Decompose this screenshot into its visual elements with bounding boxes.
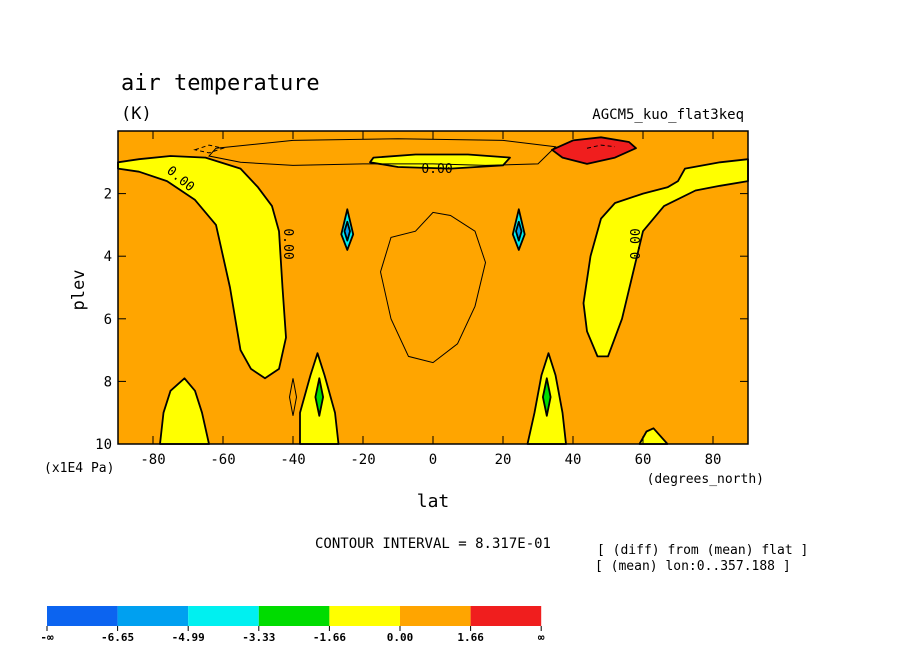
x-tick-label: -60 xyxy=(210,452,235,468)
x-tick-label: -80 xyxy=(140,452,165,468)
legend-level-label: -4.99 xyxy=(172,631,205,644)
legend-swatch xyxy=(400,606,471,626)
x-tick-label: -20 xyxy=(350,452,375,468)
chart-title: air temperature xyxy=(121,71,320,96)
contour-left-small-diamond xyxy=(288,378,298,416)
color-legend: -∞ -6.65 -4.99 -3.33 -1.66 0.00 1.66 ∞ xyxy=(40,606,545,644)
red-top-right xyxy=(551,136,637,165)
y-tick-label: 8 xyxy=(104,374,112,390)
x-tick-label: 80 xyxy=(705,452,722,468)
y-axis-label: plev xyxy=(69,270,89,311)
legend-level-label: -∞ xyxy=(40,631,54,644)
chart-units: (K) xyxy=(121,104,152,124)
blue-left-diamond xyxy=(343,220,351,242)
legend-swatch xyxy=(47,606,118,626)
legend-swatch xyxy=(470,606,542,626)
green-left-spot xyxy=(314,377,325,417)
x-tick-label: 60 xyxy=(635,452,652,468)
contour-center-loop xyxy=(379,211,487,364)
note-line-1: [ (diff) from (mean) flat ] xyxy=(597,543,808,558)
contour-fills xyxy=(117,131,749,445)
note-line-2: [ (mean) lon:0..357.188 ] xyxy=(595,559,791,574)
y-axis-units: (x1E4 Pa) xyxy=(44,461,114,476)
y-tick-label: 6 xyxy=(104,312,112,328)
x-tick-label: 40 xyxy=(565,452,582,468)
yellow-bottom-left xyxy=(159,377,210,445)
x-tick-label: 20 xyxy=(495,452,512,468)
x-axis-units: (degrees_north) xyxy=(647,472,764,487)
contour-top-left-dash xyxy=(193,144,225,154)
y-tick-label: 4 xyxy=(104,249,112,265)
legend-swatch xyxy=(117,606,189,626)
yellow-left-band xyxy=(117,155,287,380)
contour-label-right: 0.00 xyxy=(629,228,644,259)
x-tick-label: 0 xyxy=(429,452,437,468)
contour-interval: CONTOUR INTERVAL = 8.317E-01 xyxy=(315,536,551,552)
yellow-right-band xyxy=(582,158,749,358)
contour-label-left: 0.00 xyxy=(280,228,295,259)
legend-level-label: -3.33 xyxy=(242,631,275,644)
x-axis-label: lat xyxy=(417,491,450,512)
legend-level-label: ∞ xyxy=(538,631,545,644)
legend-swatch xyxy=(188,606,259,626)
y-tick-label: 10 xyxy=(95,437,112,453)
legend-swatch xyxy=(329,606,400,626)
axis-ticks: -80 -60 -40 -20 0 20 40 60 80 2 4 6 8 10 xyxy=(95,131,748,468)
contour-lines xyxy=(193,138,616,416)
blue-right-diamond xyxy=(515,220,523,242)
legend-level-label: 0.00 xyxy=(387,631,414,644)
contour-label-top: 0.00 xyxy=(421,162,452,177)
legend-level-label: -6.65 xyxy=(101,631,134,644)
green-right-spot xyxy=(542,377,552,417)
legend-level-label: 1.66 xyxy=(457,631,484,644)
y-tick-label: 2 xyxy=(104,187,112,203)
contour-red-inner xyxy=(586,144,616,149)
contour-top-center xyxy=(208,138,557,166)
x-tick-label: -40 xyxy=(280,452,305,468)
legend-level-label: -1.66 xyxy=(313,631,346,644)
experiment-label: AGCM5_kuo_flat3keq xyxy=(592,107,744,123)
legend-swatch xyxy=(258,606,330,626)
